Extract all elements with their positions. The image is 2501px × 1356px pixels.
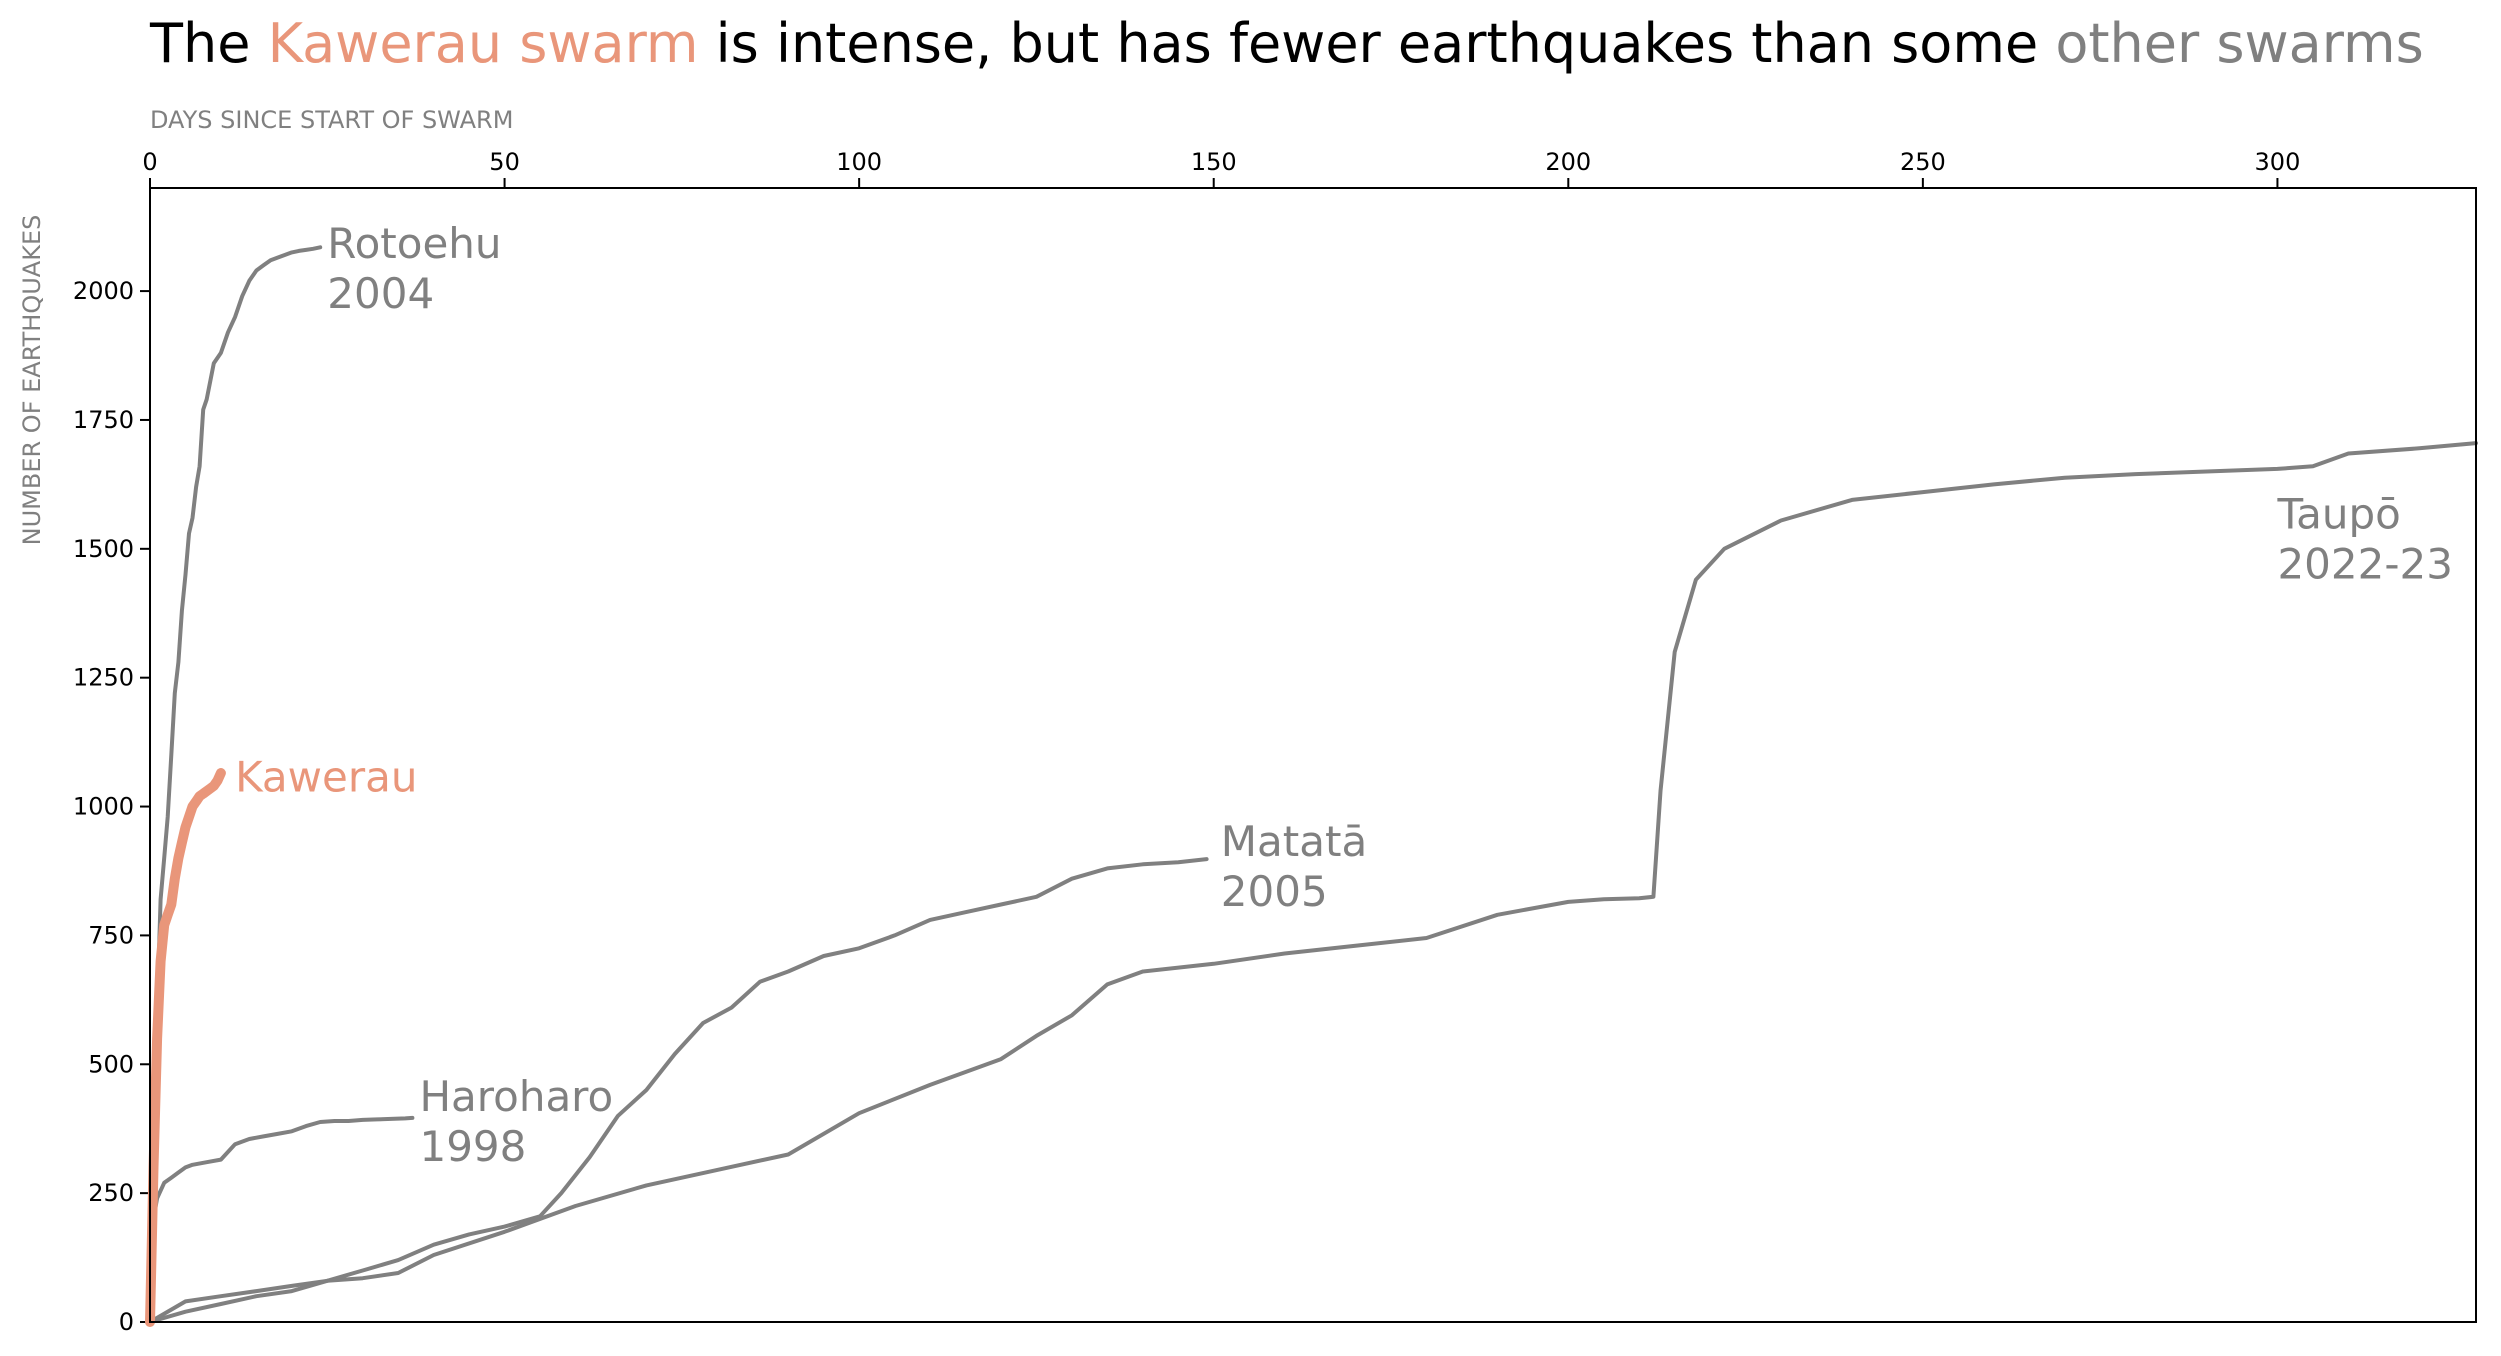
series-lines	[145, 245, 2478, 1327]
x-tick-label: 250	[1900, 148, 1946, 176]
y-axis-label: NUMBER OF EARTHQUAKES	[18, 215, 46, 546]
title-grey: other swarms	[2055, 12, 2424, 75]
series-line-kawerau	[145, 768, 226, 1327]
title-highlight: Kawerau swarm	[267, 12, 699, 75]
series-line-taup-2022-23	[148, 441, 2478, 1324]
x-tick-label: 150	[1191, 148, 1237, 176]
axis-ticks: 0 50 100 150 200 250 300 0 250 500 750 1000 1250 1500…	[73, 148, 2300, 1336]
title-part1: The	[150, 12, 268, 75]
series-label-rotoehu-2004: Rotoehu 2004	[327, 219, 501, 318]
series-label-taup-2022-23: Taupō 2022-23	[2276, 490, 2453, 589]
series-line-matat-2005	[148, 857, 1209, 1324]
chart-title: The Kawerau swarm is intense, but has fe…	[150, 12, 2424, 75]
y-tick-label: 0	[119, 1308, 134, 1336]
x-tick-label: 100	[836, 148, 882, 176]
y-tick-label: 1500	[73, 535, 134, 563]
y-tick-label: 500	[88, 1050, 134, 1078]
y-tick-label: 1250	[73, 664, 134, 692]
x-tick-label: 50	[489, 148, 520, 176]
series-line-haroharo-1998	[148, 1115, 415, 1324]
series-label-matat-2005: Matatā 2005	[1221, 817, 1367, 916]
x-tick-label: 200	[1545, 148, 1591, 176]
series-label-haroharo-1998: Haroharo 1998	[419, 1072, 613, 1171]
series-line-rotoehu-2004	[148, 245, 323, 1324]
y-tick-label: 750	[88, 921, 134, 949]
y-tick-label: 250	[88, 1179, 134, 1207]
x-tick-label: 300	[2255, 148, 2301, 176]
x-axis-label: DAYS SINCE START OF SWARM	[150, 106, 513, 134]
series-label-kawerau: Kawerau	[235, 753, 417, 802]
y-tick-label: 2000	[73, 277, 134, 305]
title-part2: is intense, but has fewer earthquakes th…	[698, 12, 2056, 75]
y-tick-label: 1750	[73, 406, 134, 434]
x-tick-label: 0	[142, 148, 157, 176]
plot-frame	[149, 187, 2477, 1323]
y-tick-label: 1000	[73, 793, 134, 821]
series-labels: Rotoehu 2004 Haroharo 1998 Matatā 2005 Taupō 20…	[235, 219, 2453, 1171]
